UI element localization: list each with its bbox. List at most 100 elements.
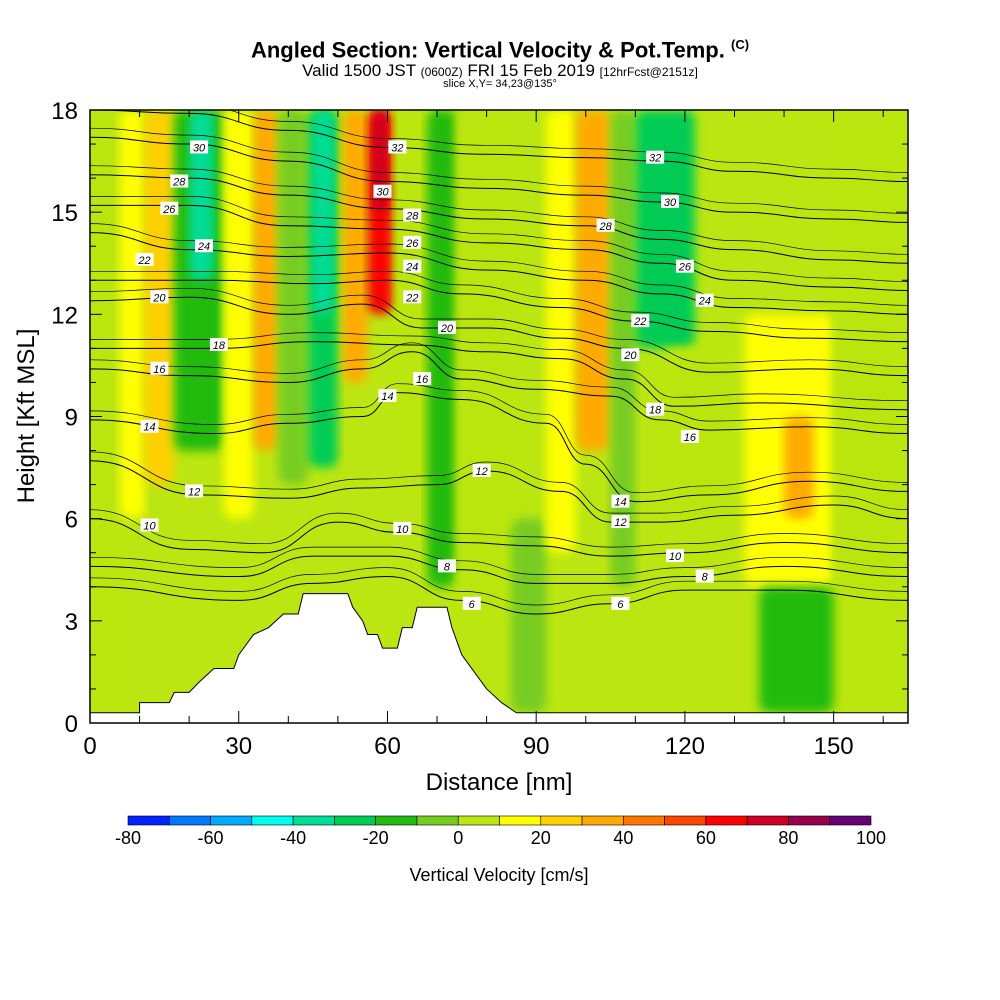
y-tick-label: 6 xyxy=(65,507,78,534)
colorbar-swatch xyxy=(664,815,707,826)
isentrope-label-18-1: 18 xyxy=(646,402,665,417)
isentrope-minor-28 xyxy=(90,165,908,255)
isentrope-label-32-0: 32 xyxy=(388,140,407,154)
isentrope-label-8-1: 8 xyxy=(695,569,714,584)
label-box xyxy=(665,549,684,563)
label-box xyxy=(190,140,209,154)
isentrope-minor-12 xyxy=(90,451,908,514)
label-text: 14 xyxy=(614,497,626,509)
isentropes xyxy=(90,110,908,615)
isentrope-30 xyxy=(90,136,908,223)
label-text: 26 xyxy=(678,262,692,274)
colorbar-swatch xyxy=(292,815,335,826)
isentrope-minor-16 xyxy=(90,342,908,425)
velocity-cell-14 xyxy=(427,110,457,587)
label-text: 22 xyxy=(405,292,418,304)
label-text: 6 xyxy=(469,599,476,611)
label-text: 28 xyxy=(598,221,612,233)
slice-info: slice X,Y= 34,23@135° xyxy=(443,78,557,90)
isentrope-label-22-2: 22 xyxy=(631,314,650,328)
colorbar-tick-label: 40 xyxy=(613,828,633,848)
isentrope-label-20-0: 20 xyxy=(150,290,169,304)
terrain xyxy=(90,593,908,723)
label-text: 12 xyxy=(614,517,626,529)
label-text: 26 xyxy=(162,204,176,216)
isentrope-label-12-2: 12 xyxy=(611,515,630,529)
isentrope-label-20-1: 20 xyxy=(437,320,456,335)
label-text: 16 xyxy=(153,364,166,376)
colorbar-tick-label: -40 xyxy=(280,828,306,848)
isentrope-minor-30 xyxy=(90,127,908,214)
label-box xyxy=(378,389,397,403)
colorbar-tick-label: -60 xyxy=(198,828,224,848)
label-text: 12 xyxy=(476,466,488,478)
label-box xyxy=(140,419,159,433)
colorbar-swatch xyxy=(581,815,624,826)
y-tick-label: 3 xyxy=(65,609,78,636)
isentrope-8 xyxy=(90,555,908,584)
label-box xyxy=(611,596,630,610)
label-text: 20 xyxy=(440,323,454,335)
isentrope-label-18-0: 18 xyxy=(209,337,228,352)
colorbar-swatch xyxy=(623,815,665,826)
label-text: 14 xyxy=(381,391,393,403)
isentrope-labels: 6 6 8 8 10 10 10 12 12 12 14 14 14 16 16 16 18 18 20 20 20 22… xyxy=(135,140,714,611)
valid-utc: (0600Z) xyxy=(420,65,463,79)
label-box xyxy=(413,372,432,386)
isentrope-label-10-1: 10 xyxy=(393,521,412,536)
label-text: 30 xyxy=(664,197,677,209)
label-text: 6 xyxy=(617,599,624,611)
label-text: 28 xyxy=(405,211,419,223)
label-text: 24 xyxy=(698,296,711,308)
y-tick-label: 18 xyxy=(51,98,78,125)
y-axis-ticks: 0 3 6 9 12 15 18 xyxy=(51,98,908,738)
x-tick-label: 0 xyxy=(83,733,96,760)
label-text: 8 xyxy=(444,561,451,573)
isentrope-label-30-1: 30 xyxy=(373,184,392,199)
isentrope-label-6-1: 6 xyxy=(611,596,630,611)
isentrope-label-10-0: 10 xyxy=(140,518,159,532)
label-text: 12 xyxy=(188,486,200,498)
isentrope-12 xyxy=(90,460,908,523)
label-text: 22 xyxy=(137,255,150,267)
isentrope-minor-6 xyxy=(90,567,908,606)
label-text: 32 xyxy=(391,142,403,154)
colorbar-swatch xyxy=(210,815,253,826)
isentrope-label-22-0: 22 xyxy=(135,252,154,267)
colorbar-swatch xyxy=(829,815,872,826)
label-text: 14 xyxy=(143,422,155,434)
isentrope-label-14-0: 14 xyxy=(140,419,159,434)
velocity-cell-5 xyxy=(223,110,254,519)
label-box xyxy=(675,259,694,273)
isentrope-label-12-0: 12 xyxy=(185,484,204,498)
colorbar-swatch xyxy=(746,815,789,826)
isentrope-label-8-0: 8 xyxy=(437,559,456,573)
label-box xyxy=(611,494,630,508)
isentrope-20 xyxy=(90,296,908,377)
valid-time: Valid 1500 JST xyxy=(302,61,416,80)
label-box xyxy=(195,239,214,253)
x-tick-label: 90 xyxy=(523,733,550,760)
isentrope-label-16-2: 16 xyxy=(680,429,699,444)
chart-title-main: Angled Section: Vertical Velocity & Pot.… xyxy=(250,37,725,63)
isentrope-label-24-0: 24 xyxy=(195,239,214,253)
y-tick-label: 0 xyxy=(65,711,78,738)
isentrope-label-14-2: 14 xyxy=(611,494,630,509)
label-box xyxy=(185,484,204,498)
isentrope-24 xyxy=(90,232,908,315)
isentrope-6 xyxy=(90,576,908,615)
velocity-cell-15 xyxy=(456,110,517,621)
label-box xyxy=(403,290,422,304)
x-tick-label: 150 xyxy=(814,733,854,760)
colorbar-swatch xyxy=(705,815,748,826)
y-axis-label: Height [Kft MSL] xyxy=(13,329,40,504)
label-text: 30 xyxy=(193,142,206,154)
label-box xyxy=(393,521,412,535)
isentrope-minor-14 xyxy=(90,383,908,493)
isentrope-label-24-2: 24 xyxy=(695,293,714,308)
isentrope-label-26-2: 26 xyxy=(675,259,694,274)
label-box xyxy=(646,402,665,416)
isentrope-minor-8 xyxy=(90,546,908,575)
label-box xyxy=(437,320,456,334)
